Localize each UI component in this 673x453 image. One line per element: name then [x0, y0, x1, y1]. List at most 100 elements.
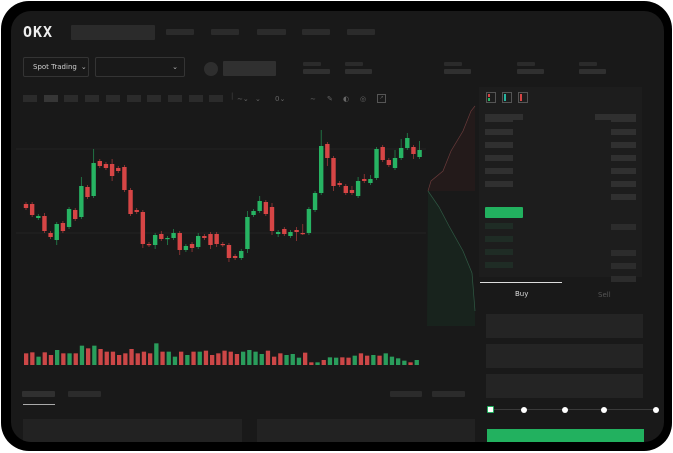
- timeframe-button[interactable]: [126, 95, 141, 102]
- candle-body[interactable]: [337, 183, 342, 185]
- candle-body[interactable]: [122, 167, 127, 190]
- candle-body[interactable]: [417, 150, 422, 157]
- candle-body[interactable]: [368, 179, 373, 183]
- target-icon[interactable]: ◎: [360, 95, 367, 103]
- candle-body[interactable]: [36, 216, 41, 218]
- candle-body[interactable]: [275, 232, 281, 234]
- slider-stop-25[interactable]: [521, 407, 527, 413]
- indicator-icon[interactable]: ⌄: [255, 95, 261, 103]
- candle-body[interactable]: [331, 158, 336, 186]
- candle-body[interactable]: [85, 187, 90, 197]
- nav-item[interactable]: [166, 29, 194, 35]
- candle-body[interactable]: [398, 148, 404, 158]
- gauge-icon[interactable]: ◐: [343, 95, 350, 103]
- candle-body[interactable]: [140, 212, 146, 244]
- candle-body[interactable]: [405, 138, 410, 148]
- candle-body[interactable]: [208, 234, 213, 245]
- search-bar[interactable]: [71, 25, 155, 40]
- candle-body[interactable]: [269, 207, 275, 231]
- timeframe-button[interactable]: [105, 95, 120, 102]
- candle-body[interactable]: [183, 246, 189, 250]
- candle-body[interactable]: [374, 149, 379, 178]
- candle-body[interactable]: [91, 163, 96, 196]
- slider-stop-75[interactable]: [601, 407, 607, 413]
- candle-body[interactable]: [226, 245, 232, 258]
- candle-body[interactable]: [66, 209, 72, 227]
- candle-body[interactable]: [79, 186, 84, 217]
- price-input[interactable]: [486, 314, 643, 338]
- timeframe-button[interactable]: [23, 95, 37, 102]
- slider-stop-100[interactable]: [653, 407, 659, 413]
- candle-body[interactable]: [288, 232, 293, 236]
- timeframe-button[interactable]: [209, 95, 224, 102]
- timeframe-button[interactable]: [85, 95, 100, 102]
- spot-trading-dropdown[interactable]: Spot Trading ⌄: [23, 57, 89, 77]
- candle-body[interactable]: [294, 230, 299, 232]
- candle-body[interactable]: [349, 190, 355, 193]
- orderbook-asks-icon[interactable]: [518, 92, 528, 103]
- candlestick-chart[interactable]: [11, 11, 664, 442]
- buy-tab[interactable]: Buy: [515, 290, 529, 298]
- candle-body[interactable]: [220, 244, 225, 246]
- candle-body[interactable]: [196, 236, 201, 247]
- candle-body[interactable]: [300, 233, 305, 235]
- candle-body[interactable]: [282, 229, 287, 234]
- candle-body[interactable]: [29, 204, 35, 215]
- candle-body[interactable]: [411, 147, 416, 154]
- trading-pair-dropdown[interactable]: ⌄: [95, 57, 185, 77]
- timeframe-button[interactable]: [43, 95, 58, 102]
- timeframe-button[interactable]: [147, 95, 162, 102]
- candle-body[interactable]: [232, 256, 238, 258]
- candle-body[interactable]: [325, 144, 330, 158]
- sell-tab[interactable]: Sell: [598, 291, 611, 299]
- candle-body[interactable]: [362, 179, 367, 181]
- candle-body[interactable]: [128, 190, 133, 214]
- nav-item[interactable]: [257, 29, 286, 35]
- candle-body[interactable]: [343, 186, 348, 193]
- line-icon[interactable]: ∼: [310, 95, 316, 103]
- total-input[interactable]: [486, 374, 643, 398]
- timeframe-button[interactable]: [188, 95, 203, 102]
- candle-body[interactable]: [48, 233, 53, 237]
- candle-body[interactable]: [245, 217, 250, 249]
- bottom-tab-open-orders[interactable]: [22, 391, 55, 397]
- buy-submit-button[interactable]: [487, 429, 644, 442]
- candle-body[interactable]: [109, 164, 115, 176]
- amount-input[interactable]: [486, 344, 643, 368]
- candle-body[interactable]: [202, 236, 207, 238]
- nav-item[interactable]: [347, 29, 375, 35]
- orderbook-both-icon[interactable]: [486, 92, 496, 103]
- amount-slider-track[interactable]: [491, 409, 656, 410]
- candle-body[interactable]: [306, 209, 312, 233]
- candle-body[interactable]: [97, 161, 102, 166]
- candle-body[interactable]: [312, 193, 318, 210]
- candle-body[interactable]: [134, 210, 139, 212]
- candle-body[interactable]: [257, 201, 262, 211]
- brush-icon[interactable]: ✎: [327, 95, 333, 103]
- nav-item[interactable]: [302, 29, 330, 35]
- candle-body[interactable]: [319, 146, 324, 193]
- bottom-action[interactable]: [390, 391, 422, 397]
- bottom-action[interactable]: [432, 391, 465, 397]
- candle-body[interactable]: [177, 233, 182, 250]
- candle-body[interactable]: [159, 234, 164, 239]
- candle-body[interactable]: [355, 181, 361, 196]
- candle-body[interactable]: [386, 160, 392, 165]
- candle-body[interactable]: [263, 202, 269, 214]
- candle-body[interactable]: [392, 158, 398, 168]
- chart-type-icon[interactable]: ∼⌄: [237, 95, 249, 103]
- candle-body[interactable]: [103, 164, 109, 168]
- candle-body[interactable]: [54, 224, 59, 240]
- timeframe-button[interactable]: [167, 95, 182, 102]
- candle-body[interactable]: [251, 211, 256, 215]
- candle-body[interactable]: [42, 216, 47, 231]
- okx-logo[interactable]: OKX: [23, 23, 54, 41]
- nav-item[interactable]: [211, 29, 239, 35]
- slider-stop-50[interactable]: [562, 407, 568, 413]
- candle-body[interactable]: [116, 168, 121, 171]
- candle-body[interactable]: [73, 210, 78, 219]
- amount-slider-handle[interactable]: [487, 406, 494, 413]
- candle-body[interactable]: [60, 223, 66, 231]
- settings-icon[interactable]: 0⌄: [275, 95, 286, 103]
- candle-body[interactable]: [214, 234, 219, 244]
